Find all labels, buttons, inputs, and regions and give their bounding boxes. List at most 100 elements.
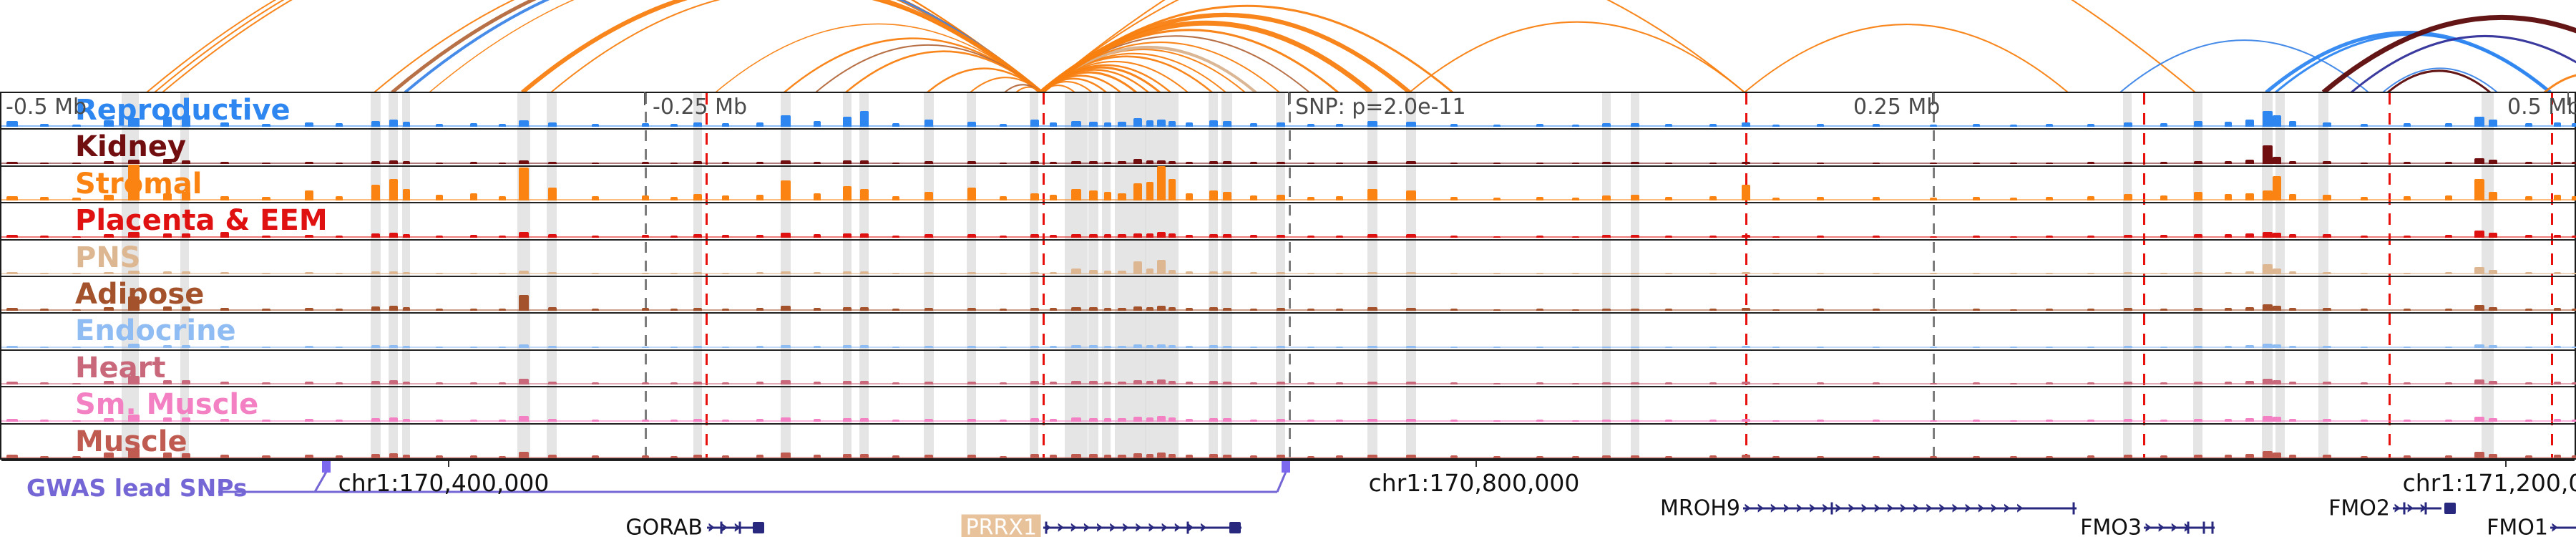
signal-peak bbox=[2572, 455, 2576, 458]
gene-end-exon bbox=[1229, 522, 1241, 533]
signal-peak bbox=[2046, 162, 2053, 164]
signal-peak bbox=[2554, 454, 2561, 458]
signal-peak bbox=[1930, 198, 1937, 201]
signal-peak bbox=[1186, 234, 1193, 238]
signal-peak bbox=[2046, 455, 2053, 458]
signal-peak bbox=[1602, 161, 1611, 164]
signal-peak bbox=[1709, 419, 1717, 422]
track-baseline bbox=[1, 162, 2575, 164]
signal-peak bbox=[1772, 162, 1780, 164]
scale-label: SNP: p=2.0e-11 bbox=[1295, 95, 1466, 120]
signal-peak bbox=[1817, 346, 1824, 348]
gene-end-exon bbox=[753, 522, 764, 533]
signal-peak bbox=[1873, 455, 1880, 458]
signal-peak bbox=[1709, 346, 1717, 348]
signal-peak bbox=[1250, 271, 1257, 274]
scale-label: -0.5 Mb bbox=[6, 95, 87, 120]
signal-peak bbox=[2289, 121, 2296, 127]
signal-peak bbox=[371, 271, 380, 274]
signal-peak bbox=[104, 381, 114, 385]
signal-peak bbox=[1157, 415, 1166, 422]
signal-peak bbox=[2245, 271, 2254, 274]
signal-peak bbox=[1873, 162, 1880, 164]
signal-peak bbox=[1536, 309, 1543, 311]
signal-peak bbox=[967, 188, 976, 201]
gene-name-fmo3: FMO3 bbox=[2080, 515, 2142, 537]
signal-peak bbox=[2404, 346, 2411, 348]
signal-peak bbox=[670, 272, 678, 274]
signal-peak bbox=[1250, 309, 1257, 311]
signal-peak bbox=[1146, 307, 1153, 311]
signal-peak bbox=[1742, 454, 1750, 458]
signal-peak bbox=[1133, 453, 1142, 458]
signal-peak bbox=[336, 455, 343, 458]
interaction-arc bbox=[1040, 0, 1745, 92]
signal-peak bbox=[1772, 272, 1780, 274]
signal-peak bbox=[1089, 344, 1098, 348]
signal-peak bbox=[519, 379, 529, 385]
signal-peak bbox=[1071, 268, 1081, 274]
signal-peak bbox=[2124, 161, 2132, 164]
signal-peak bbox=[2046, 309, 2053, 311]
signal-peak bbox=[642, 123, 649, 127]
signal-peak bbox=[371, 306, 380, 311]
signal-peak bbox=[1104, 270, 1111, 274]
signal-peak bbox=[1817, 235, 1824, 238]
gene-body-line bbox=[2393, 507, 2441, 510]
coordinate-tick bbox=[448, 460, 449, 467]
signal-peak bbox=[814, 382, 821, 385]
signal-peak bbox=[104, 271, 114, 274]
signal-peak bbox=[2554, 122, 2561, 127]
scale-tick bbox=[1288, 92, 1289, 105]
signal-peak bbox=[1209, 381, 1218, 385]
signal-peak bbox=[2046, 419, 2053, 422]
signal-peak bbox=[548, 418, 557, 422]
signal-peak bbox=[389, 344, 398, 348]
signal-peak bbox=[548, 161, 557, 164]
signal-peak bbox=[470, 382, 477, 385]
signal-peak bbox=[403, 271, 410, 274]
signal-peak bbox=[1223, 345, 1231, 348]
signal-peak bbox=[389, 306, 398, 311]
signal-peak bbox=[220, 382, 229, 385]
signal-peak bbox=[1602, 272, 1611, 274]
track-row-muscle: Muscle bbox=[1, 425, 2576, 461]
signal-peak bbox=[693, 418, 702, 422]
signal-peak bbox=[2245, 307, 2254, 311]
signal-peak bbox=[1000, 162, 1007, 164]
signal-peak bbox=[781, 306, 791, 311]
signal-peak bbox=[1536, 162, 1543, 164]
signal-peak bbox=[642, 195, 649, 201]
signal-peak bbox=[1536, 455, 1543, 458]
gene-body-line bbox=[1743, 507, 2077, 510]
signal-peak bbox=[843, 271, 852, 274]
signal-peak bbox=[2010, 125, 2017, 127]
signal-peak bbox=[499, 309, 506, 311]
signal-peak bbox=[2361, 124, 2368, 127]
signal-peak bbox=[2124, 382, 2132, 385]
signal-peak bbox=[722, 161, 729, 164]
signal-peak bbox=[403, 418, 410, 422]
signal-peak bbox=[1772, 236, 1780, 238]
signal-peak bbox=[1050, 345, 1057, 348]
signal-peak bbox=[436, 235, 443, 238]
signal-peak bbox=[2087, 235, 2094, 238]
track-baseline bbox=[1, 420, 2575, 422]
gene-strand-chevrons: ›››› bbox=[2144, 517, 2196, 537]
signal-peak bbox=[548, 345, 557, 348]
signal-peak bbox=[548, 271, 557, 274]
signal-peak bbox=[1493, 420, 1501, 422]
signal-peak bbox=[1772, 346, 1780, 348]
signal-peak bbox=[722, 455, 729, 458]
signal-peak bbox=[403, 233, 410, 238]
signal-peak bbox=[1104, 122, 1111, 127]
signal-peak bbox=[2572, 419, 2576, 422]
signal-peak bbox=[2445, 195, 2452, 201]
signal-peak bbox=[2554, 195, 2561, 201]
signal-peak bbox=[1973, 162, 1980, 164]
signal-peak bbox=[262, 382, 270, 385]
signal-peak bbox=[1973, 235, 1980, 238]
signal-peak bbox=[336, 235, 343, 238]
signal-peak bbox=[548, 188, 557, 201]
signal-peak bbox=[2225, 233, 2232, 238]
